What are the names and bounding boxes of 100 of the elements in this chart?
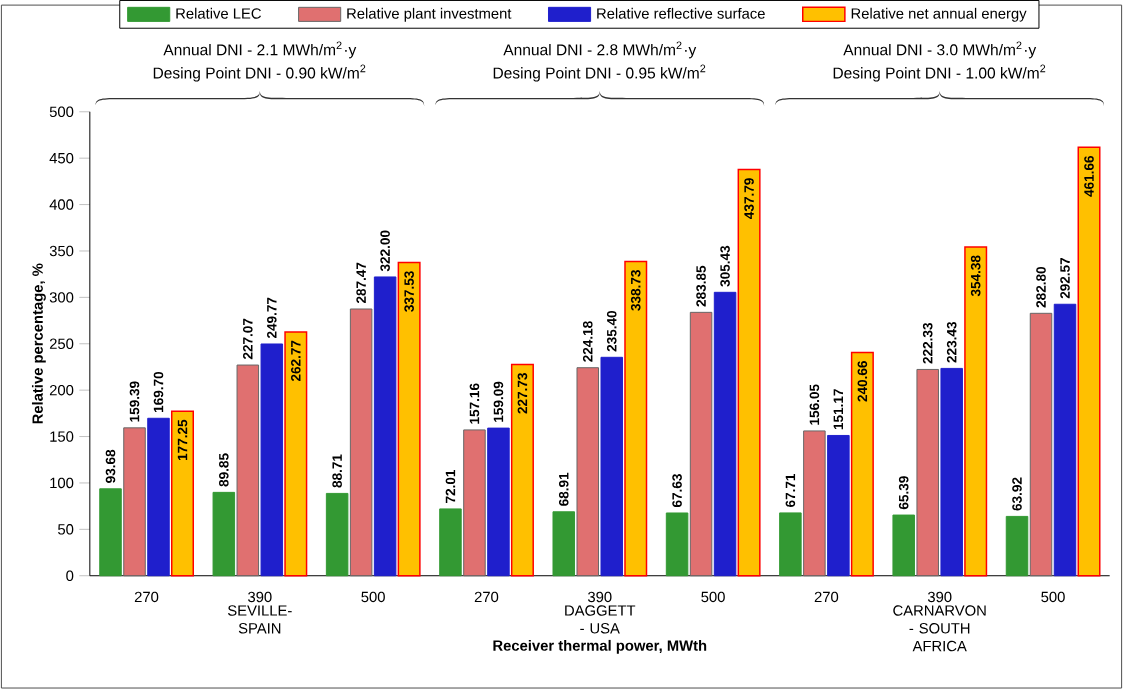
legend-label: Relative LEC <box>176 7 261 19</box>
x-tick-label: 390 <box>248 591 272 602</box>
bar <box>170 410 194 577</box>
bar <box>510 363 534 577</box>
y-tick-label: 450 <box>49 152 74 164</box>
bar <box>827 434 850 577</box>
data-label: 159.39 <box>129 381 140 422</box>
bar <box>576 367 600 577</box>
bar <box>463 429 486 577</box>
x-tick-label: 500 <box>361 591 385 602</box>
bar <box>1053 303 1077 577</box>
data-label: 177.25 <box>177 419 188 460</box>
bar <box>123 427 146 577</box>
data-label: 63.92 <box>1012 477 1022 511</box>
legend-label: Relative net annual energy <box>851 7 1027 22</box>
bar <box>349 308 373 577</box>
data-label: 67.71 <box>785 473 796 507</box>
bar <box>779 512 802 577</box>
bar <box>373 276 397 577</box>
data-label: 67.63 <box>672 473 682 507</box>
data-label: 461.66 <box>1084 155 1094 197</box>
bar <box>713 291 737 577</box>
x-tick-label: 500 <box>701 591 725 602</box>
bar <box>850 351 874 577</box>
bar <box>940 367 963 577</box>
bar <box>892 514 915 577</box>
data-label: 322.00 <box>380 230 390 271</box>
data-label: 88.71 <box>332 454 342 488</box>
y-tick-label: 200 <box>49 384 74 396</box>
data-label: 151.17 <box>833 388 844 429</box>
y-tick-label: 500 <box>49 106 74 117</box>
data-label: 72.01 <box>445 469 456 503</box>
x-tick-label: 270 <box>814 591 839 602</box>
bar <box>147 417 170 577</box>
data-label: 223.43 <box>946 321 957 363</box>
bar <box>1005 515 1029 577</box>
bar <box>737 168 761 577</box>
bar <box>552 511 576 577</box>
text: Desing Point DNI - 0.95 kW/m$^{2}$ <box>493 64 706 82</box>
text: Annual DNI - 2.1 MWh/m$^{2}$·y <box>163 41 357 59</box>
data-label: 305.43 <box>720 245 730 287</box>
y-tick-label: 150 <box>50 431 74 442</box>
text: Annual DNI - 2.8 MWh/m$^{2}$·y <box>503 41 697 59</box>
data-label: 227.73 <box>517 372 528 414</box>
data-label: 227.07 <box>243 318 253 359</box>
y-tick-label: 400 <box>49 199 74 210</box>
y-tick-label: 0 <box>66 570 74 581</box>
data-label: 282.80 <box>1036 266 1046 308</box>
data-label: 157.16 <box>469 383 480 424</box>
text: Desing Point DNI - 1.00 kW/m$^{2}$ <box>833 64 1046 82</box>
data-label: 159.09 <box>493 381 504 422</box>
x-tick-label: 270 <box>134 591 159 602</box>
x-axis-title: Receiver thermal power, MWth <box>493 639 707 654</box>
y-tick-label: 100 <box>50 477 74 488</box>
data-label: 156.05 <box>809 384 820 425</box>
data-label: 89.85 <box>219 453 229 487</box>
x-tick-label: 390 <box>927 591 952 602</box>
bar <box>665 512 689 577</box>
bar <box>803 430 826 577</box>
bar <box>99 488 122 577</box>
data-label: 235.40 <box>606 310 617 352</box>
data-label: 93.68 <box>105 449 116 483</box>
text: Annual DNI - 3.0 MWh/m$^{2}$·y <box>843 41 1037 59</box>
bar <box>916 368 939 577</box>
text: Desing Point DNI - 0.90 kW/m$^{2}$ <box>153 64 366 82</box>
legend-label: Relative reflective surface <box>597 7 765 19</box>
data-label: 68.91 <box>558 472 569 506</box>
y-axis-title: Relative percentage, % <box>31 263 46 424</box>
bar <box>689 311 713 577</box>
x-tick-label: 390 <box>587 591 612 602</box>
text: SEVILLE-SPAIN <box>227 605 292 634</box>
legend-label: Relative plant investment <box>347 7 512 22</box>
data-label: 354.38 <box>970 255 981 297</box>
bar <box>600 356 624 577</box>
bar <box>439 508 462 577</box>
bar <box>964 245 988 577</box>
y-tick-label: 50 <box>58 523 74 535</box>
bar <box>284 330 308 577</box>
bar <box>260 343 284 577</box>
text: CARNARVON - SOUTH AFRICA <box>893 605 986 652</box>
bar <box>236 364 260 577</box>
bar <box>487 427 510 577</box>
data-label: 262.77 <box>291 340 301 381</box>
data-label: 287.47 <box>356 262 366 303</box>
bar <box>1029 312 1053 577</box>
y-tick-label: 350 <box>49 245 74 256</box>
data-label: 224.18 <box>582 321 593 362</box>
bar <box>397 261 421 577</box>
y-tick-label: 300 <box>49 291 74 303</box>
data-label: 65.39 <box>898 475 909 509</box>
y-tick-label: 250 <box>49 338 74 349</box>
bar <box>624 260 648 577</box>
data-label: 337.53 <box>404 270 414 312</box>
data-label: 169.70 <box>153 371 164 412</box>
text: DAGGETT - USA <box>565 605 636 634</box>
bar <box>212 491 236 577</box>
x-tick-label: 500 <box>1041 591 1065 602</box>
bar <box>1077 146 1101 577</box>
data-label: 338.73 <box>630 269 641 311</box>
data-label: 222.33 <box>922 322 933 364</box>
